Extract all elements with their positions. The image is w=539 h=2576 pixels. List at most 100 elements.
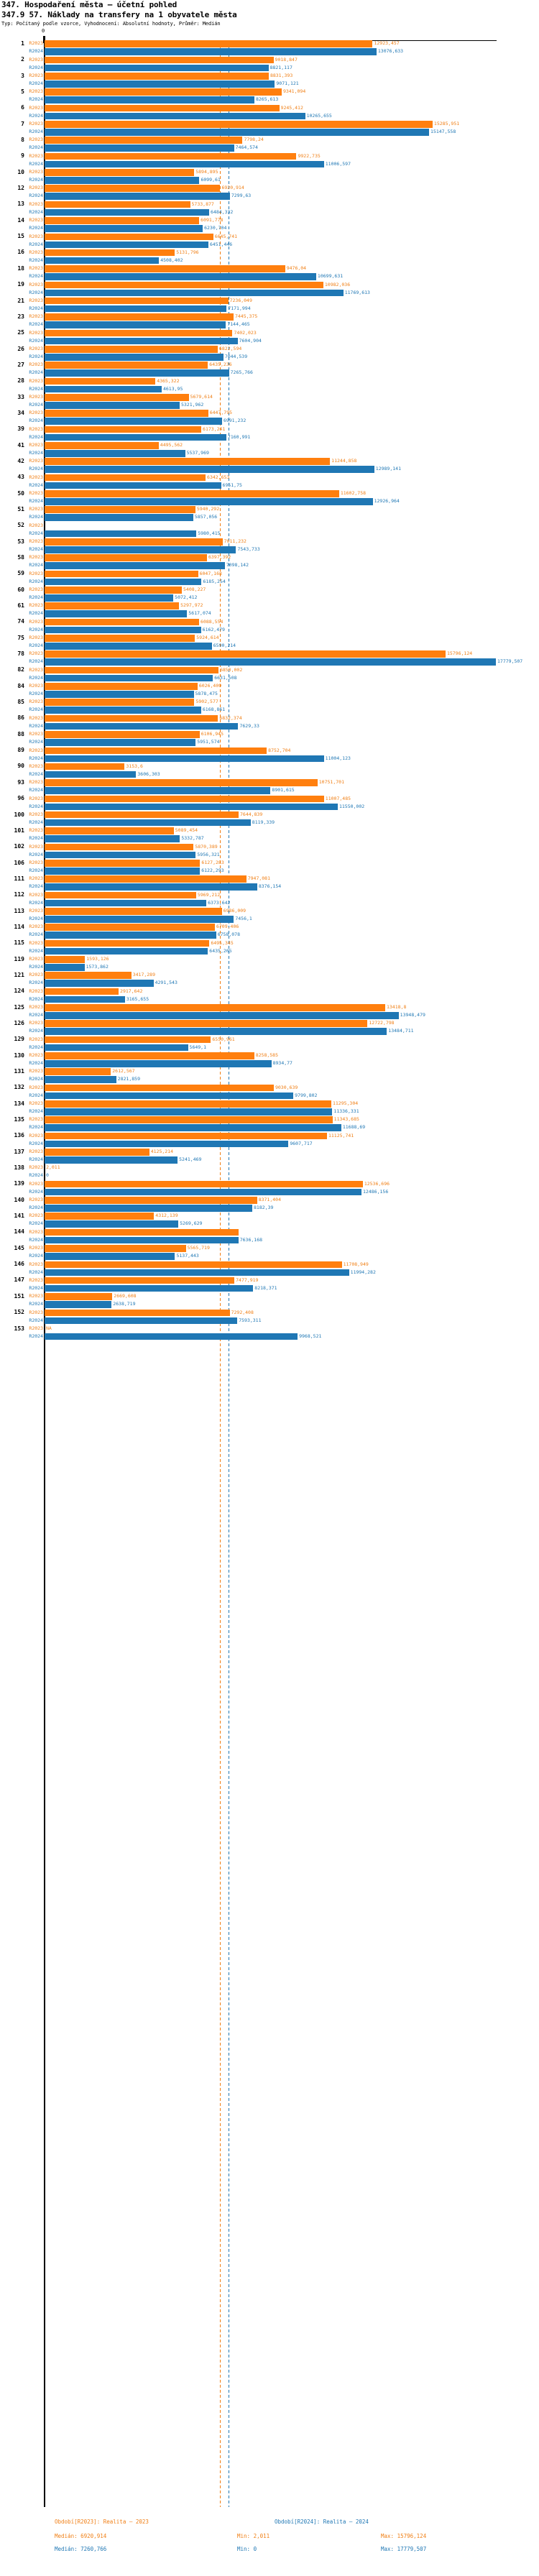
bar-row: 39 R2023 6173,241 R2024 7160,991 (0, 426, 539, 441)
bar-row: 89 R2023 8752,704 R2024 11004,123 (0, 747, 539, 763)
bar-series-2024: R2024 6484,332 (0, 208, 539, 216)
series-label: R2023 (29, 345, 43, 351)
bar-series-2023: R2023 11708,949 (0, 1261, 539, 1269)
bar-value-label: 4613,95 (162, 385, 183, 392)
bar-series-2023: R2023 6645,741 (0, 233, 539, 241)
bar-value-label: 9071,121 (276, 80, 299, 87)
bar-value-label: 8182,39 (254, 1205, 274, 1211)
bar-series-2024: R2024 5956,321 (0, 851, 539, 859)
bar-value-label: 1573,862 (86, 963, 109, 970)
bar-series-2023: R2023 (0, 1228, 539, 1236)
series-label: R2023 (29, 1116, 43, 1123)
bar-value-label: 5241,469 (179, 1156, 202, 1163)
series-label: R2023 (29, 490, 43, 497)
bar-row: 82 R2023 6850,002 R2024 6631,508 (0, 666, 539, 682)
series-label: R2024 (29, 1012, 43, 1018)
bar (45, 755, 324, 763)
bar (45, 972, 132, 979)
bar (45, 1309, 230, 1317)
series-label: R2024 (29, 546, 43, 553)
bar-value-label: 6397,392 (208, 554, 231, 561)
bar (45, 506, 195, 513)
bar-series-2024: R2024 7144,465 (0, 321, 539, 328)
bar-value-label: 2638,719 (113, 1301, 136, 1307)
bar (45, 1052, 254, 1059)
row-index-label: 144 (14, 1228, 24, 1236)
bar (45, 474, 206, 482)
bar-series-2024: R2024 2821,859 (0, 1076, 539, 1083)
series-label: R2023 (29, 666, 43, 673)
bar-series-2023: R2023 6026,409 (0, 683, 539, 690)
series-label: R2024 (29, 321, 43, 328)
bar (45, 201, 190, 208)
bar-value-label: 2917,642 (120, 988, 143, 994)
bar-row: 146 R2023 11708,949 R2024 11994,282 (0, 1261, 539, 1276)
bar-series-2023: R2023 6047,168 (0, 570, 539, 578)
max-stat-2023: Max: 15796,124 (381, 2533, 427, 2539)
bar-series-2023: R2023 5565,719 (0, 1245, 539, 1252)
row-index-label: 23 (17, 313, 24, 320)
bar-value-label: 5980,415 (198, 530, 221, 536)
bar-series-2023: R2023 3153,6 (0, 763, 539, 770)
bar (45, 1068, 111, 1075)
bar-row: 100 R2023 7644,839 R2024 8119,339 (0, 811, 539, 827)
row-index-label: 33 (17, 393, 24, 400)
bar (45, 490, 339, 497)
bar-row: 113 R2023 6986,009 R2024 7456,1 (0, 908, 539, 924)
bar (45, 1284, 254, 1292)
bar (45, 674, 213, 682)
row-index-label: 124 (14, 988, 24, 995)
bar-series-2024: R2024 7299,63 (0, 193, 539, 201)
series-label: R2024 (29, 1108, 43, 1115)
row-index-label: 28 (17, 377, 24, 385)
row-index-label: 2 (21, 56, 24, 63)
bar (45, 1228, 239, 1236)
bar (45, 891, 196, 899)
series-label: R2024 (29, 707, 43, 713)
series-label: R2023 (29, 699, 43, 705)
bar (45, 578, 202, 586)
bar-series-2024: R2024 6185,254 (0, 578, 539, 586)
page-title: 347. Hospodaření města – účetní pohled (1, 0, 178, 9)
bar-series-2023: R2023 9476,04 (0, 265, 539, 272)
bar (45, 257, 160, 264)
series-label: R2023 (29, 1309, 43, 1315)
bar-value-label: 13484,711 (388, 1028, 414, 1034)
bar (45, 241, 208, 249)
bar-series-2024: R2024 7543,733 (0, 546, 539, 553)
zero-axis-line (44, 40, 45, 2507)
bar-value-label: 2669,608 (114, 1293, 137, 1300)
series-label: R2024 (29, 225, 43, 231)
row-index-label: 126 (14, 1019, 24, 1026)
bar (45, 80, 275, 88)
bar-value-label: 8265,613 (255, 96, 279, 103)
bar (45, 185, 221, 193)
bar-series-2023: R2023 5131,796 (0, 249, 539, 257)
bar-row: 51 R2023 5940,292 R2024 5857,056 (0, 506, 539, 522)
bar-value-label: 7456,1 (235, 915, 252, 921)
bar-row: 15 R2023 6645,741 R2024 6451,446 (0, 233, 539, 249)
bar (45, 393, 189, 401)
bar-series-2024: R2024 6122,293 (0, 867, 539, 875)
bar-series-2024: R2024 4508,402 (0, 257, 539, 264)
bar-value-label: 5089,454 (175, 827, 198, 834)
bar-series-2023: R2023 11244,858 (0, 458, 539, 465)
series-label: R2023 (29, 843, 43, 850)
bar-series-2023: R2023 6832,374 (0, 714, 539, 722)
series-label: R2024 (29, 1044, 43, 1050)
bar-series-2023: R2023 4125,214 (0, 1149, 539, 1156)
bar-value-label: 11006,597 (325, 160, 351, 167)
row-index-label: 58 (17, 554, 24, 561)
bar-value-label: 0 (46, 1172, 49, 1179)
bar-series-2024: R2024 5269,629 (0, 1220, 539, 1228)
bar-value-label: 6550,961 (212, 1036, 235, 1042)
bar-row: 126 R2023 12722,798 R2024 13484,711 (0, 1020, 539, 1036)
series-label: R2023 (29, 1293, 43, 1300)
series-label: R2023 (29, 907, 43, 914)
bar-row: 121 R2023 3417,289 R2024 4291,543 (0, 972, 539, 988)
bar-value-label: 6631,508 (214, 674, 237, 681)
row-index-label: 85 (17, 699, 24, 706)
bar-series-2024: R2024 9799,802 (0, 1092, 539, 1100)
series-label: R2024 (29, 385, 43, 392)
row-index-label: 84 (17, 682, 24, 689)
